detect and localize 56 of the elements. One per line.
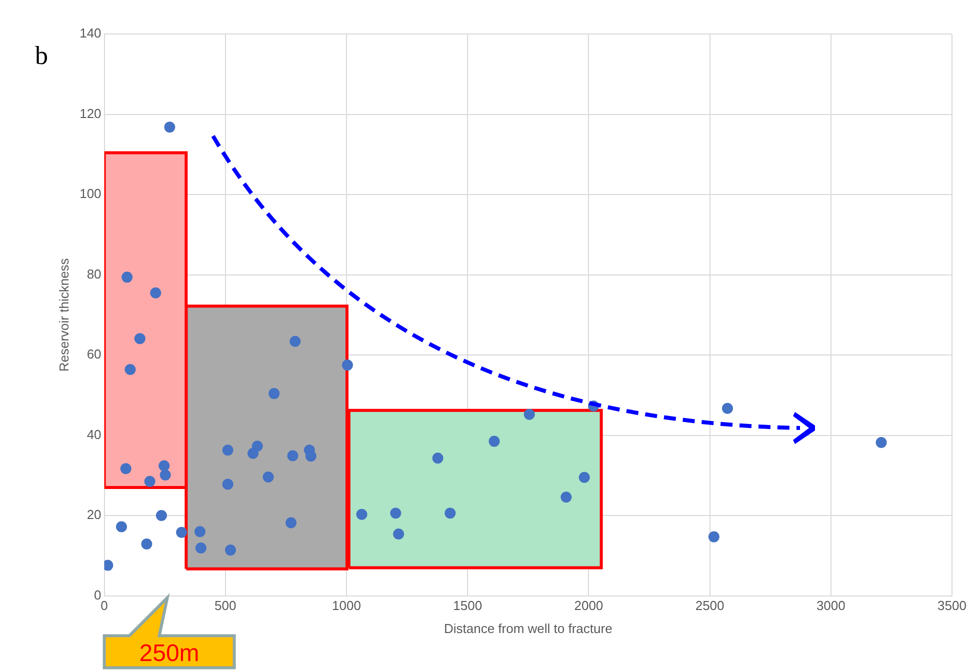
point: [393, 528, 404, 540]
x-tick-label: 2000: [574, 598, 604, 614]
point: [144, 476, 156, 487]
point: [708, 531, 720, 542]
y-tick-label: 80: [86, 266, 102, 282]
x-tick-label: 500: [214, 598, 236, 614]
point: [524, 408, 535, 420]
point: [164, 122, 176, 133]
point: [268, 388, 280, 400]
x-axis-title: Distance from well to fracture: [444, 620, 612, 636]
point: [287, 450, 298, 462]
point: [141, 538, 152, 550]
y-tick-label: 40: [86, 426, 102, 442]
point: [356, 508, 368, 520]
y-axis-title: Reservoir thickness: [56, 258, 72, 372]
point: [262, 472, 274, 483]
point: [156, 510, 167, 522]
point: [222, 444, 234, 456]
point: [116, 521, 127, 532]
point: [224, 544, 236, 556]
point: [876, 437, 887, 448]
point: [124, 364, 136, 375]
point: [432, 452, 444, 464]
point: [560, 492, 572, 503]
point: [342, 360, 353, 371]
point: [722, 402, 733, 414]
chart-title: b: [35, 41, 48, 70]
y-tick-label: 140: [80, 26, 102, 41]
point: [158, 460, 170, 472]
point: [390, 508, 402, 519]
point: [134, 333, 146, 344]
point: [222, 478, 234, 490]
point: [160, 470, 171, 481]
point: [194, 526, 206, 538]
point: [195, 542, 206, 554]
x-tick-label: 2500: [695, 598, 724, 614]
point: [286, 517, 297, 528]
point: [150, 287, 162, 298]
point: [120, 463, 132, 474]
y-tick-label: 20: [86, 507, 102, 522]
y-tick-label: 60: [86, 346, 102, 362]
point: [444, 508, 456, 519]
point: [176, 526, 188, 538]
point: [252, 440, 263, 452]
x-tick-label: 1500: [453, 598, 482, 614]
x-tick-label: 3000: [816, 598, 846, 614]
x-tick-label: 3500: [938, 598, 966, 614]
point: [290, 336, 301, 347]
point: [578, 472, 590, 483]
point: [305, 450, 316, 462]
x-tick-label: 1000: [332, 598, 361, 614]
point: [488, 436, 500, 447]
y-tick-label: 0: [94, 587, 102, 602]
y-tick-label: 120: [80, 106, 102, 121]
y-tick-label: 100: [80, 186, 102, 202]
point: [122, 272, 133, 283]
